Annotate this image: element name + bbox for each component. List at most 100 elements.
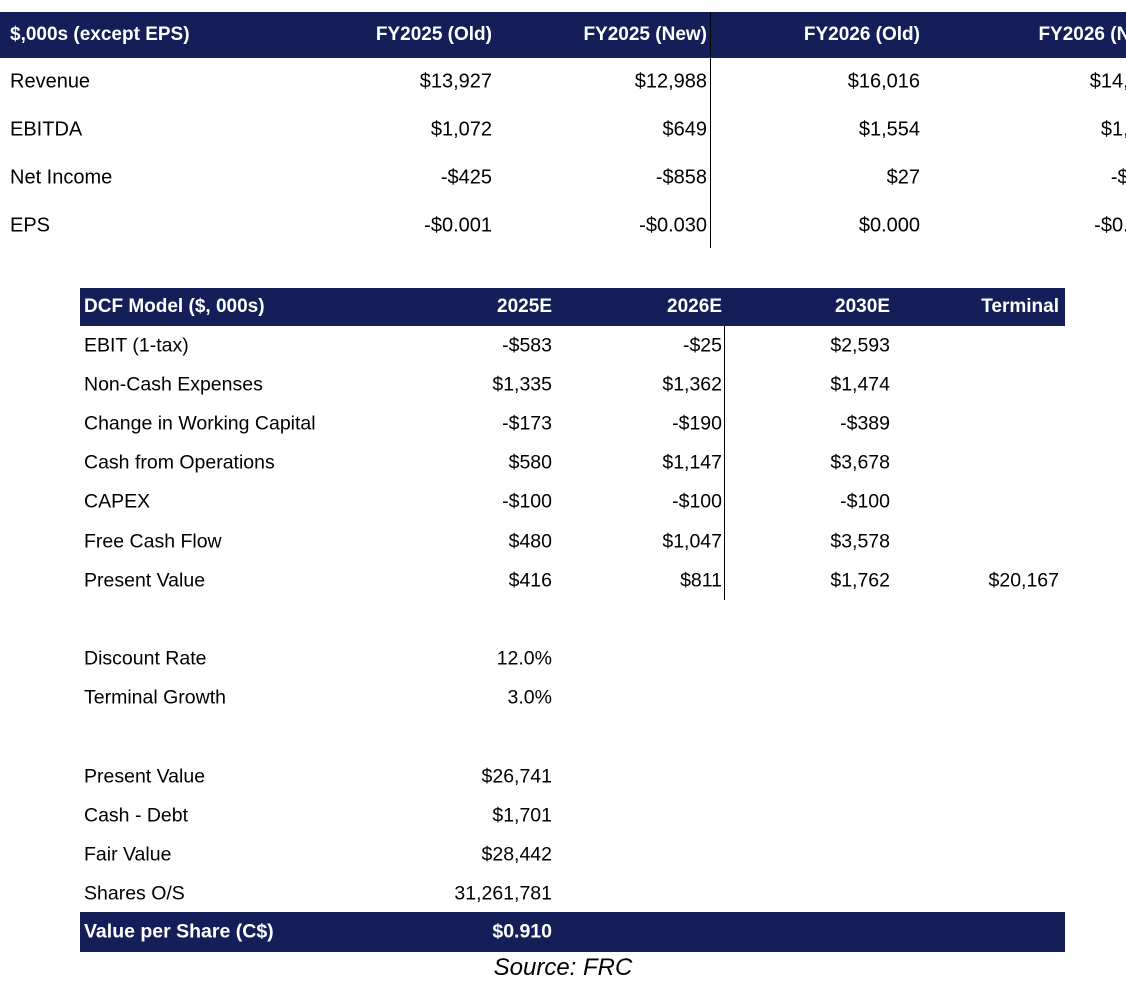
row-label: Present Value [84,765,206,788]
cell-value: $1,333 [1100,118,1126,141]
row-label: EBITDA [10,118,83,141]
dcf-table: DCF Model ($, 000s) 2025E 2026E 2030E Te… [80,288,1065,914]
dcf-header-terminal: Terminal [981,296,1059,317]
table-row: Revenue $13,927 $12,988 $16,016 $14,806 [0,58,1126,106]
table-row: Change in Working Capital -$173 -$190 -$… [80,404,1065,443]
cell-value: $480 [508,530,552,553]
row-label: Net Income [10,166,113,189]
estimates-header-fy2026-new: FY2026 (New) [1038,24,1126,45]
assumption-row: Terminal Growth 3.0% [80,679,1065,718]
cell-value: $16,016 [847,70,920,93]
cell-value: $3,678 [830,451,890,474]
dcf-header-row: DCF Model ($, 000s) 2025E 2026E 2030E Te… [80,288,1065,326]
cell-value: $14,806 [1089,70,1126,93]
cell-value: $1,554 [858,118,920,141]
estimates-header-fy2025-old: FY2025 (Old) [375,24,492,45]
cell-value: $416 [508,569,552,592]
cell-value: $3,578 [830,530,890,553]
row-label: Cash from Operations [84,451,275,474]
cell-value: $13,927 [419,70,492,93]
cell-value: $580 [508,451,552,474]
cell-value: $1,335 [492,373,552,396]
cell-value: -$25 [682,334,722,357]
row-label: Cash - Debt [84,804,189,827]
cell-value: -$0.001 [424,214,492,237]
cell-value: $2,593 [830,334,890,357]
row-label: Non-Cash Expenses [84,373,263,396]
value-per-share-row: Value per Share (C$) $0.910 [80,912,1065,952]
cell-value: -$0.030 [639,214,707,237]
cell-value: -$173 [502,412,552,435]
dcf-header-2026e: 2026E [667,296,722,317]
cell-value: $26,741 [481,765,553,788]
cell-value: $12,988 [634,70,707,93]
dcf-header-2025e: 2025E [497,296,552,317]
table-row: Cash from Operations $580 $1,147 $3,678 [80,444,1065,483]
cell-value: $1,762 [830,569,890,592]
table-row: EBIT (1-tax) -$583 -$25 $2,593 [80,326,1065,365]
dcf-column-divider [724,326,725,600]
estimates-header-label: $,000s (except EPS) [10,24,190,45]
row-label: Terminal Growth [84,686,226,709]
valuation-row: Present Value $26,741 [80,757,1065,796]
cell-value: -$425 [440,166,492,189]
row-label: Discount Rate [84,647,207,670]
cell-value: -$389 [840,412,890,435]
table-row: Free Cash Flow $480 $1,047 $3,578 [80,522,1065,561]
estimates-header-fy2025-new: FY2025 (New) [583,24,707,45]
cell-value: $1,072 [430,118,492,141]
valuation-row: Cash - Debt $1,701 [80,796,1065,835]
row-label: Free Cash Flow [84,530,222,553]
dcf-header-2030e: 2030E [835,296,890,317]
dcf-header-label: DCF Model ($, 000s) [84,296,265,317]
cell-value: $1,047 [662,530,722,553]
estimates-column-divider [710,12,711,248]
cell-value: 12.0% [496,647,552,670]
cell-value: $1,701 [492,804,552,827]
table-row: EPS -$0.001 -$0.030 $0.000 -$0.005 [0,202,1126,250]
table-row: Present Value $416 $811 $1,762 $20,167 [80,561,1065,600]
cell-value: $27 [886,166,920,189]
cell-value: $28,442 [481,843,553,866]
row-label: CAPEX [84,490,151,513]
row-label: Change in Working Capital [84,412,316,435]
cell-value: $811 [680,569,722,592]
cell-value: -$100 [502,490,552,513]
row-label: Fair Value [84,843,172,866]
cell-value: -$131 [1110,166,1126,189]
cell-value: -$0.005 [1094,214,1126,237]
table-row: Non-Cash Expenses $1,335 $1,362 $1,474 [80,365,1065,404]
cell-value: $1,474 [830,373,890,396]
table-row: Net Income -$425 -$858 $27 -$131 [0,154,1126,202]
value-per-share-label: Value per Share (C$) [84,920,274,943]
row-label: EPS [10,214,51,237]
cell-value: -$190 [672,412,722,435]
cell-value: $1,147 [662,451,722,474]
row-label: EBIT (1-tax) [84,334,189,357]
spacer [80,718,1065,757]
row-label: Revenue [10,70,91,93]
cell-value: $1,362 [662,373,722,396]
cell-value: $20,167 [988,569,1060,592]
cell-value: $649 [662,118,708,141]
source-caption: Source: FRC [493,954,633,981]
assumption-row: Discount Rate 12.0% [80,640,1065,679]
cell-value: -$583 [502,334,552,357]
cell-value: -$858 [655,166,707,189]
table-row: CAPEX -$100 -$100 -$100 [80,483,1065,522]
estimates-table: $,000s (except EPS) FY2025 (Old) FY2025 … [0,12,1126,250]
cell-value: 3.0% [507,686,552,709]
cell-value: -$100 [672,490,722,513]
valuation-row: Shares O/S 31,261,781 [80,875,1065,914]
table-row: EBITDA $1,072 $649 $1,554 $1,333 [0,106,1126,154]
estimates-header-fy2026-old: FY2026 (Old) [803,24,920,45]
valuation-row: Fair Value $28,442 [80,835,1065,874]
cell-value: 31,261,781 [454,882,552,905]
estimates-header-row: $,000s (except EPS) FY2025 (Old) FY2025 … [0,12,1126,58]
value-per-share-value: $0.910 [492,920,552,943]
row-label: Shares O/S [84,882,185,905]
cell-value: -$100 [840,490,890,513]
spacer [80,600,1065,639]
cell-value: $0.000 [858,214,920,237]
row-label: Present Value [84,569,206,592]
